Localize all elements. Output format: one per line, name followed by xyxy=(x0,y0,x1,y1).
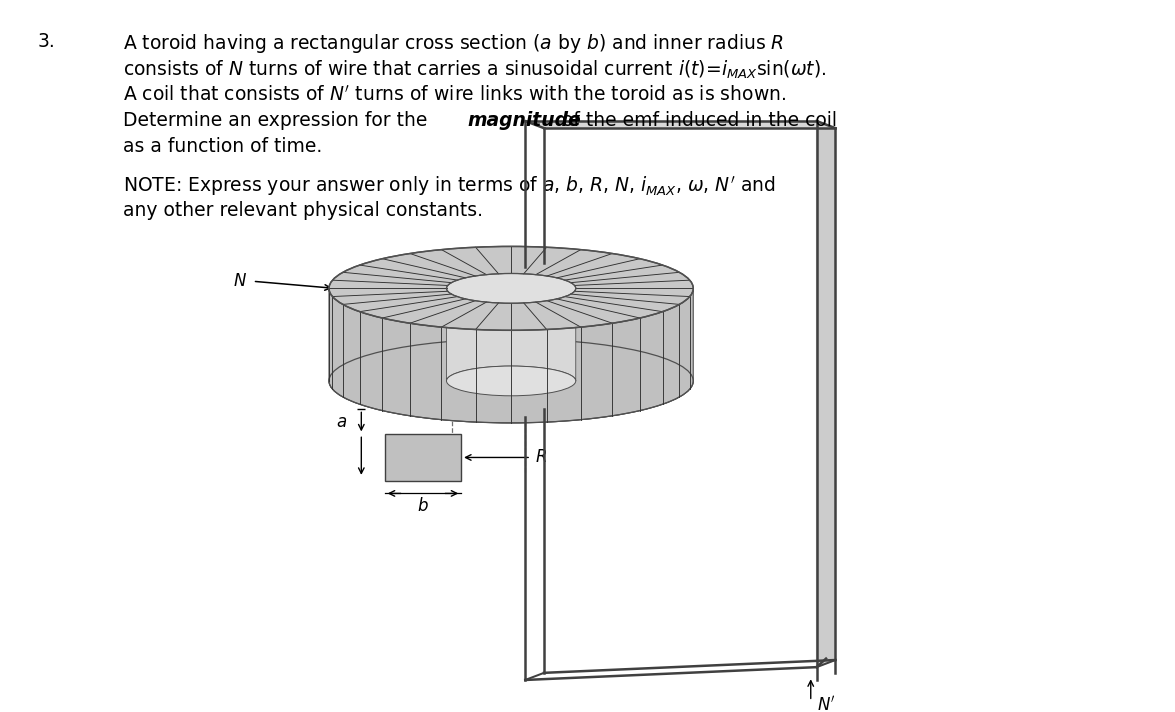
Polygon shape xyxy=(525,121,835,128)
Text: of the emf induced in the coil: of the emf induced in the coil xyxy=(556,111,837,130)
Ellipse shape xyxy=(329,339,693,423)
Text: A toroid having a rectangular cross section ($a$ by $b$) and inner radius $R$: A toroid having a rectangular cross sect… xyxy=(123,32,785,55)
Text: any other relevant physical constants.: any other relevant physical constants. xyxy=(123,201,483,220)
Text: Determine an expression for the: Determine an expression for the xyxy=(123,111,434,130)
Text: $a$: $a$ xyxy=(336,413,348,431)
Text: 3.: 3. xyxy=(38,32,55,51)
Polygon shape xyxy=(817,121,835,667)
Text: $N$: $N$ xyxy=(233,272,247,290)
Bar xyxy=(385,434,461,481)
Text: $b$: $b$ xyxy=(417,497,429,515)
Ellipse shape xyxy=(446,273,576,303)
Text: $N'$: $N'$ xyxy=(817,696,835,712)
Text: as a function of time.: as a function of time. xyxy=(123,137,323,157)
Ellipse shape xyxy=(446,366,576,396)
Text: $R$: $R$ xyxy=(535,449,546,466)
Polygon shape xyxy=(446,273,576,381)
Polygon shape xyxy=(329,288,693,423)
Text: NOTE: Express your answer only in terms of $a$, $b$, $R$, $N$, $i_{MAX}$, $\omeg: NOTE: Express your answer only in terms … xyxy=(123,174,777,199)
Ellipse shape xyxy=(329,246,693,330)
Text: consists of $N$ turns of wire that carries a sinusoidal current $i(t)$=$i_{MAX}$: consists of $N$ turns of wire that carri… xyxy=(123,58,827,80)
Text: A coil that consists of $N'$ turns of wire links with the toroid as is shown.: A coil that consists of $N'$ turns of wi… xyxy=(123,85,786,105)
Text: magnitude: magnitude xyxy=(468,111,582,130)
